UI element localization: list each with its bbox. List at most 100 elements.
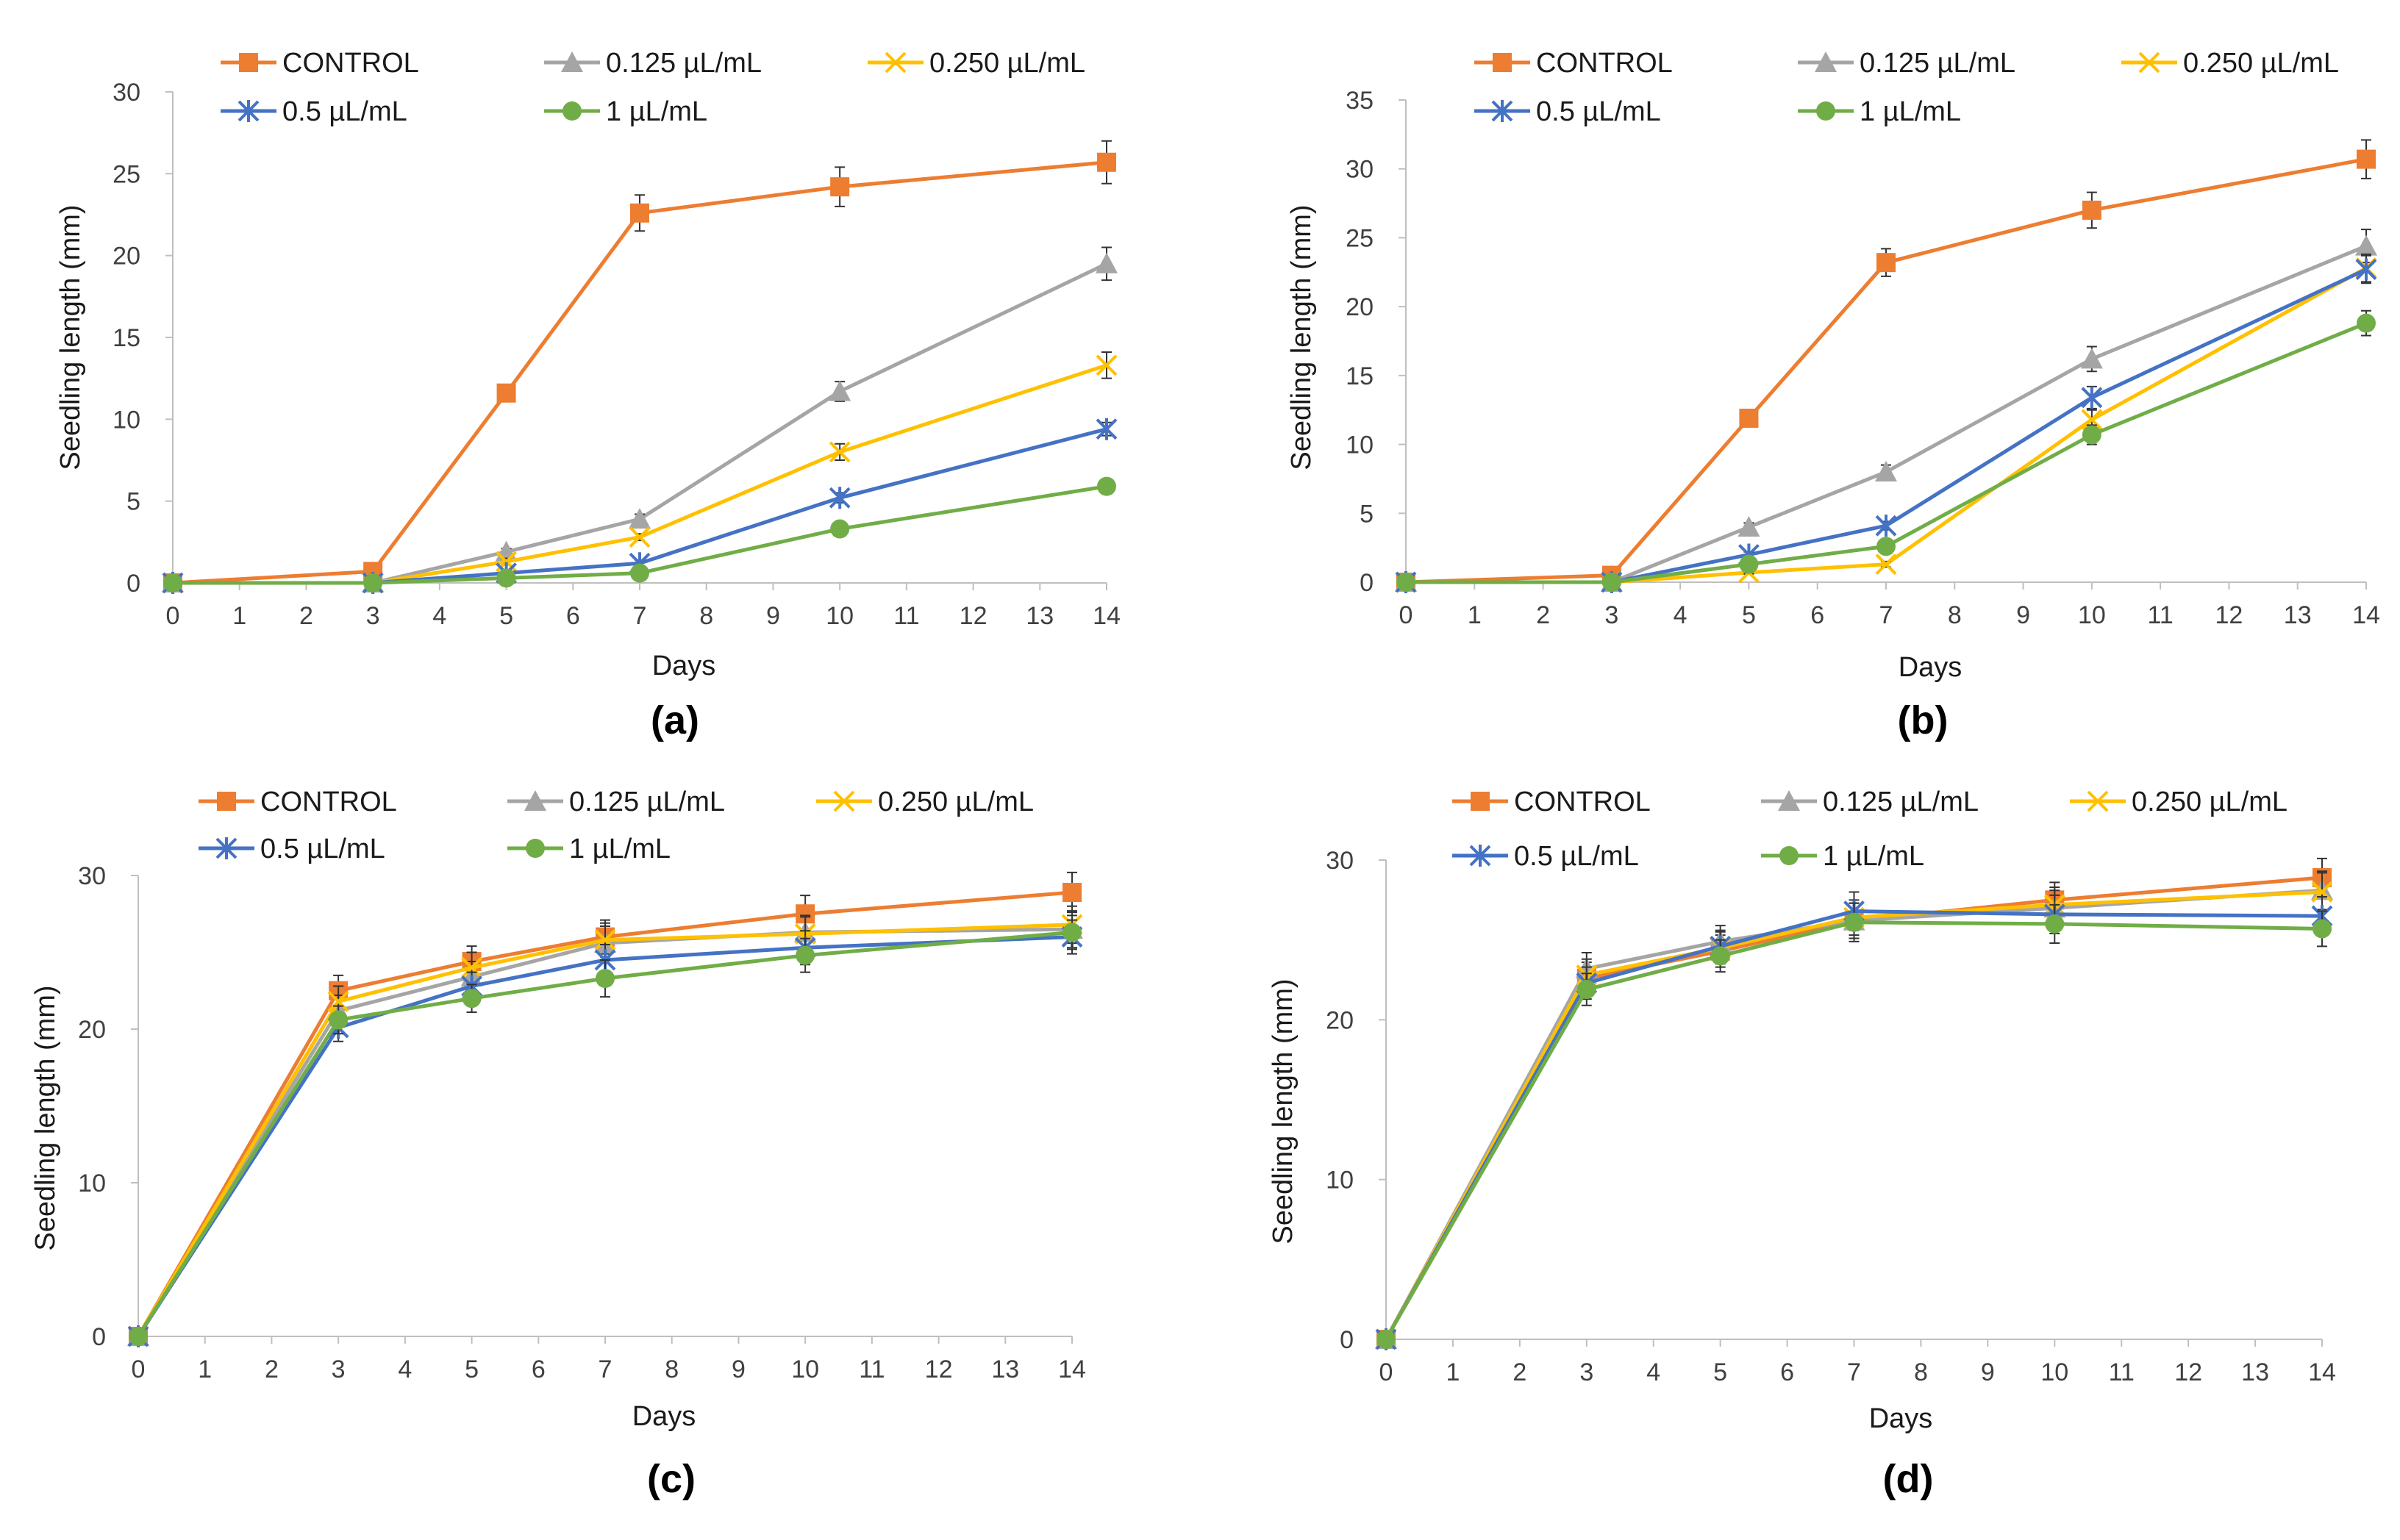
legend-item: CONTROL: [1452, 787, 1651, 817]
x-tick-label: 14: [1058, 1355, 1086, 1383]
series-line: [136, 923, 1073, 1338]
legend-label: 0.5 µL/mL: [282, 96, 407, 127]
data-point: [1876, 537, 1896, 556]
legend-marker: [1469, 845, 1491, 867]
legend-marker: [1816, 101, 1835, 121]
x-tick-label: 5: [499, 602, 513, 630]
x-tick-label: 3: [366, 602, 380, 630]
legend-marker: [1471, 792, 1490, 811]
data-point: [1096, 418, 1118, 440]
data-point: [496, 568, 516, 588]
data-point: [2045, 914, 2065, 934]
x-tick-label: 9: [766, 602, 780, 630]
y-tick-label: 30: [78, 862, 106, 890]
x-tick-label: 8: [665, 1355, 679, 1383]
legend-label: CONTROL: [260, 787, 397, 817]
data-point: [2311, 881, 2333, 903]
data-point: [2357, 149, 2376, 169]
legend-item: CONTROL: [221, 48, 419, 79]
data-point: [1710, 946, 1730, 966]
series-line: [172, 160, 1107, 585]
y-tick-label: 20: [1346, 293, 1374, 321]
data-point: [1376, 1330, 1396, 1349]
data-point: [1062, 882, 1082, 902]
data-point: [1875, 515, 1897, 537]
legend-marker: [833, 790, 855, 812]
x-tick-label: 11: [859, 1355, 885, 1383]
data-point: [829, 380, 851, 401]
legend-item: 1 µL/mL: [544, 96, 707, 127]
panel-label: (a): [651, 698, 699, 742]
y-tick-label: 0: [1340, 1326, 1354, 1354]
data-point: [2082, 200, 2101, 220]
legend-item: 0.250 µL/mL: [868, 48, 1085, 79]
x-tick-label: 11: [2109, 1358, 2135, 1386]
legend-label: 0.5 µL/mL: [1536, 96, 1661, 127]
y-tick-label: 30: [1326, 847, 1354, 875]
data-point: [1097, 476, 1116, 496]
data-point: [596, 969, 615, 989]
legend-marker: [561, 51, 583, 72]
data-point: [1096, 252, 1118, 273]
legend-item: 0.5 µL/mL: [199, 834, 385, 864]
legend-item: 0.125 µL/mL: [507, 787, 725, 817]
x-tick-label: 4: [398, 1355, 412, 1383]
data-point: [796, 945, 815, 965]
panel-label: (c): [647, 1457, 696, 1501]
legend-marker: [526, 839, 545, 858]
data-point: [327, 990, 349, 1012]
data-point: [1576, 980, 1596, 1000]
x-tick-label: 13: [2241, 1358, 2269, 1386]
legend-label: 1 µL/mL: [1860, 96, 1961, 127]
data-point: [363, 573, 383, 592]
legend-marker: [1493, 53, 1512, 72]
x-tick-label: 5: [1742, 601, 1756, 629]
data-point: [829, 441, 851, 463]
x-tick-label: 11: [893, 602, 919, 630]
series-circle: [1376, 902, 2332, 1349]
x-tick-label: 4: [432, 602, 446, 630]
x-tick-label: 7: [633, 602, 647, 630]
x-tick-label: 0: [132, 1355, 146, 1383]
x-tick-label: 7: [599, 1355, 612, 1383]
x-tick-label: 7: [1879, 601, 1893, 629]
legend-marker: [239, 53, 258, 72]
legend-marker: [238, 100, 260, 122]
legend-item: 1 µL/mL: [1798, 96, 1961, 127]
y-tick-label: 15: [113, 324, 140, 352]
legend-label: 0.125 µL/mL: [1860, 48, 2015, 79]
x-tick-label: 13: [991, 1355, 1019, 1383]
x-axis-label: Days: [652, 651, 716, 681]
data-point: [462, 989, 482, 1009]
data-point: [163, 573, 182, 592]
legend-marker: [215, 837, 238, 859]
legend-item: CONTROL: [1474, 48, 1673, 79]
data-point: [1062, 923, 1082, 942]
data-point: [1875, 554, 1897, 576]
y-tick-label: 30: [113, 79, 140, 107]
data-point: [1096, 354, 1118, 376]
legend-item: 0.125 µL/mL: [1761, 787, 1979, 817]
x-tick-label: 6: [532, 1355, 546, 1383]
series-line: [1384, 888, 2323, 1341]
x-tick-label: 6: [1780, 1358, 1794, 1386]
y-tick-label: 15: [1346, 362, 1374, 390]
data-point: [329, 1010, 349, 1030]
x-tick-label: 7: [1847, 1358, 1861, 1386]
x-tick-label: 8: [1914, 1358, 1928, 1386]
series-line: [173, 363, 1107, 585]
x-axis-label: Days: [1869, 1403, 1933, 1434]
data-point: [2312, 919, 2332, 939]
data-point: [1396, 573, 1415, 592]
x-tick-label: 3: [332, 1355, 346, 1383]
legend-label: CONTROL: [1514, 787, 1651, 817]
legend-label: 0.250 µL/mL: [2183, 48, 2339, 79]
x-tick-label: 1: [1446, 1358, 1460, 1386]
series-circle: [1396, 309, 2376, 592]
x-tick-label: 10: [2040, 1358, 2068, 1386]
x-tick-label: 12: [960, 602, 988, 630]
data-point: [1601, 573, 1621, 592]
y-tick-label: 20: [113, 243, 140, 271]
